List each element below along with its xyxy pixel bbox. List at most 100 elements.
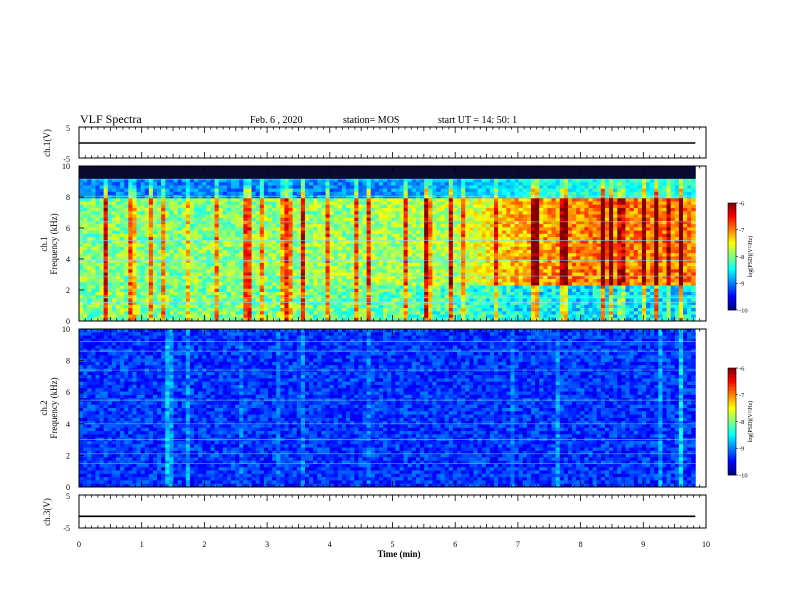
spectrogram-cell [268,178,273,183]
spectrogram-cell [309,198,314,202]
spectrogram-cell [169,178,174,183]
spectrogram-cell [477,166,483,170]
spectrogram-cell [128,230,133,235]
spectrogram-cell [251,246,257,251]
spectrogram-cell [218,301,224,306]
spectrogram-cell [403,169,409,173]
spectrogram-cell [325,233,331,238]
spectrogram-cell [444,285,450,290]
spectrogram-cell [313,262,318,267]
spectrogram-cell [292,230,298,235]
spectrogram-cell [333,266,339,270]
spectrogram-cell [243,269,248,273]
spectrogram-cell [333,214,339,219]
spectrogram-cell [181,266,187,270]
spectrogram-cell [144,256,150,261]
spectrogram-cell [218,243,224,248]
spectrogram-cell [317,214,322,219]
spectrogram-cell [272,227,277,231]
spectrogram-cell [436,207,441,212]
spectrogram-cell [341,233,347,238]
spectrogram-cell [387,314,392,319]
spectrogram-cell [325,220,331,225]
spectrogram-cell [432,188,437,193]
spectrogram-cell [309,204,314,209]
spectrogram-cell [87,314,92,319]
spectrogram-cell [403,317,409,322]
spectrogram-cell [502,201,507,206]
spectrogram-cell [152,185,158,190]
spectrogram-cell [296,230,302,235]
spectrogram-cell [169,195,174,199]
spectrogram-cell [231,301,236,306]
spectrogram-cell [457,172,462,177]
spectrogram-cell [194,308,199,312]
spectrogram-cell [383,253,388,257]
spectrogram-cell [415,195,421,199]
spectrogram-cell [362,188,368,193]
spectrogram-cell [440,272,446,277]
spectrogram-cell [235,262,240,267]
spectrogram-cell [276,272,281,277]
spectrogram-cell [284,169,289,173]
spectrogram-cell [300,275,306,280]
spectrogram-cell [284,198,289,202]
spectrogram-cell [391,233,396,238]
spectrogram-cell [366,169,372,173]
spectrogram-cell [111,204,117,209]
spectrogram-cell [391,317,396,322]
spectrogram-cell [321,304,326,309]
spectrogram-cell [255,233,261,238]
spectrogram-cell [79,233,84,238]
spectrogram-cell [226,217,232,222]
spectrogram-cell [235,249,240,254]
spectrogram-cell [231,272,236,277]
spectrogram-cell [140,182,146,186]
spectrogram-cell [165,178,170,183]
spectrogram-cell [169,249,174,254]
spectrogram-cell [177,298,183,303]
spectrogram-cell [436,211,441,215]
spectrogram-cell [239,175,244,180]
spectrogram-cell [161,291,166,296]
spectrogram-cell [263,243,269,248]
spectrogram-cell [391,298,396,303]
spectrogram-cell [239,185,244,190]
spectrogram-cell [346,230,351,235]
spectrogram-cell [284,282,289,286]
spectrogram-cell [148,169,154,173]
spectrogram-cell [304,178,310,183]
spectrogram-cell [276,230,281,235]
spectrogram-cell [366,311,372,315]
spectrogram-cell [263,317,269,322]
spectrogram-cell [99,256,105,261]
spectrogram-cell [268,246,273,251]
spectrogram-cell [333,217,339,222]
spectrogram-cell [354,291,359,296]
spectrogram-cell [251,169,257,173]
spectrogram-cell [218,298,224,303]
spectrogram-cell [148,308,154,312]
spectrogram-cell [481,204,487,209]
spectrogram-cell [177,308,183,312]
spectrogram-cell [362,259,368,264]
spectrogram-cell [99,304,105,309]
spectrogram-cell [473,308,478,312]
spectrogram-cell [440,282,446,286]
spectrogram-cell [383,304,388,309]
spectrogram-cell [177,317,183,322]
spectrogram-cell [337,166,343,170]
spectrogram-cell [251,311,257,315]
spectrogram-cell [165,298,170,303]
spectrogram-cell [181,188,187,193]
spectrogram-cell [444,275,450,280]
spectrogram-cell [165,169,170,173]
spectrogram-cell [247,246,252,251]
spectrogram-cell [111,182,117,186]
spectrogram-cell [489,243,495,248]
spectrogram-cell [214,217,220,222]
spectrogram-cell [79,301,84,306]
spectrogram-cell [231,269,236,273]
spectrogram-cell [247,240,252,244]
spectrogram-cell [181,291,187,296]
